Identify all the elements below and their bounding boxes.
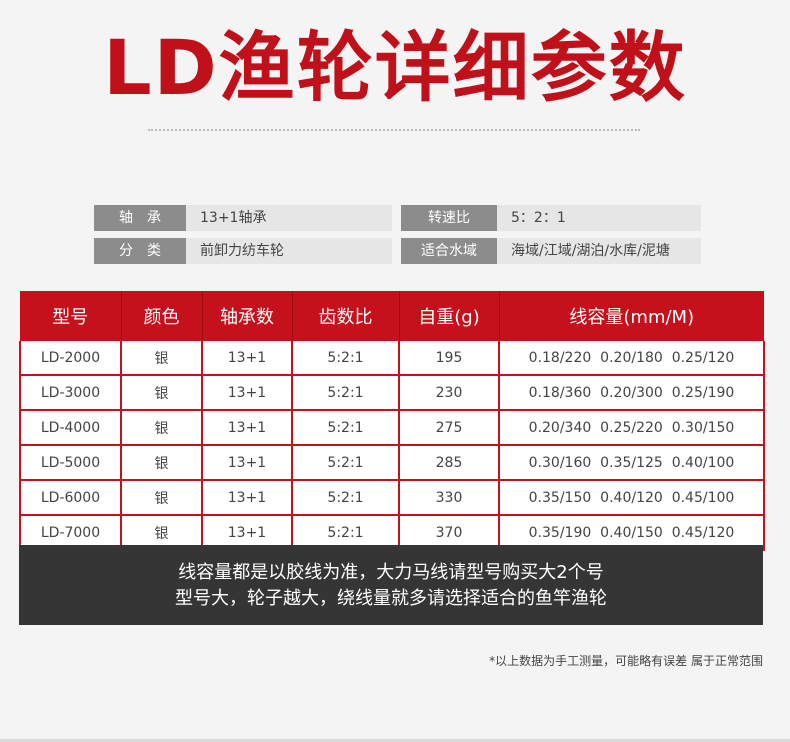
table-row: LD-6000 银 13+1 5:2:1 330 0.35/150 0.40/1… <box>19 480 765 516</box>
spec-key: 分 类 <box>94 238 186 264</box>
cell-line-capacity: 0.30/160 0.35/125 0.40/100 <box>499 445 765 481</box>
spec-table: 型号 颜色 轴承数 齿数比 自重(g) 线容量(mm/M) LD-2000 银 … <box>19 291 765 551</box>
header-color: 颜色 <box>121 291 203 341</box>
note-line-2: 型号大，轮子越大，绕线量就多请选择适合的鱼竿渔轮 <box>175 588 607 609</box>
spec-key: 轴 承 <box>94 205 186 231</box>
cell-color: 银 <box>121 480 203 516</box>
cell-bearings: 13+1 <box>202 480 293 516</box>
header-gear-ratio: 齿数比 <box>292 291 400 341</box>
page-title: LD渔轮详细参数 <box>103 23 687 112</box>
spec-item-gear-ratio: 转速比 5：2：1 <box>401 205 701 231</box>
cell-line-capacity: 0.20/340 0.25/220 0.30/150 <box>499 410 765 446</box>
cell-gear-ratio: 5:2:1 <box>292 480 400 516</box>
table-header-row: 型号 颜色 轴承数 齿数比 自重(g) 线容量(mm/M) <box>20 291 764 341</box>
cell-weight: 230 <box>399 375 500 411</box>
cell-bearings: 13+1 <box>202 410 293 446</box>
header-bearings: 轴承数 <box>202 291 293 341</box>
cell-color: 银 <box>121 375 203 411</box>
cell-bearings: 13+1 <box>202 341 293 376</box>
bottom-divider <box>0 739 790 742</box>
cell-color: 银 <box>121 410 203 446</box>
cell-weight: 195 <box>399 341 500 376</box>
cell-model: LD-5000 <box>19 445 122 481</box>
spec-value: 前卸力纺车轮 <box>186 238 392 264</box>
table-row: LD-2000 银 13+1 5:2:1 195 0.18/220 0.20/1… <box>19 341 765 376</box>
cell-weight: 275 <box>399 410 500 446</box>
cell-bearings: 13+1 <box>202 375 293 411</box>
cell-bearings: 13+1 <box>202 445 293 481</box>
spec-value: 13+1轴承 <box>186 205 392 231</box>
cell-gear-ratio: 5:2:1 <box>292 445 400 481</box>
cell-weight: 330 <box>399 480 500 516</box>
cell-model: LD-6000 <box>19 480 122 516</box>
cell-line-capacity: 0.35/150 0.40/120 0.45/100 <box>499 480 765 516</box>
cell-gear-ratio: 5:2:1 <box>292 375 400 411</box>
cell-line-capacity: 0.18/220 0.20/180 0.25/120 <box>499 341 765 376</box>
table-row: LD-5000 银 13+1 5:2:1 285 0.30/160 0.35/1… <box>19 445 765 481</box>
footnote: *以上数据为手工测量，可能略有误差 属于正常范围 <box>489 654 763 668</box>
spec-item-bearing: 轴 承 13+1轴承 <box>94 205 392 231</box>
spec-item-category: 分 类 前卸力纺车轮 <box>94 238 392 264</box>
cell-weight: 285 <box>399 445 500 481</box>
spec-key: 适合水域 <box>401 238 497 264</box>
cell-model: LD-4000 <box>19 410 122 446</box>
cell-line-capacity: 0.18/360 0.20/300 0.25/190 <box>499 375 765 411</box>
spec-value: 海域/江域/湖泊/水库/泥塘 <box>497 238 701 264</box>
spec-key: 转速比 <box>401 205 497 231</box>
spec-item-waters: 适合水域 海域/江域/湖泊/水库/泥塘 <box>401 238 701 264</box>
note-line-1: 线容量都是以胶线为准，大力马线请型号购买大2个号 <box>178 562 604 583</box>
title-divider <box>148 129 640 131</box>
header-line-capacity: 线容量(mm/M) <box>499 291 764 341</box>
header-weight: 自重(g) <box>399 291 500 341</box>
table-row: LD-4000 银 13+1 5:2:1 275 0.20/340 0.25/2… <box>19 410 765 446</box>
table-row: LD-3000 银 13+1 5:2:1 230 0.18/360 0.20/3… <box>19 375 765 411</box>
header-model: 型号 <box>20 291 122 341</box>
cell-color: 银 <box>121 445 203 481</box>
cell-model: LD-3000 <box>19 375 122 411</box>
note-box: 线容量都是以胶线为准，大力马线请型号购买大2个号 型号大，轮子越大，绕线量就多请… <box>19 545 763 625</box>
spec-value: 5：2：1 <box>497 205 701 231</box>
cell-model: LD-2000 <box>19 341 122 376</box>
cell-color: 银 <box>121 341 203 376</box>
cell-gear-ratio: 5:2:1 <box>292 410 400 446</box>
cell-gear-ratio: 5:2:1 <box>292 341 400 376</box>
